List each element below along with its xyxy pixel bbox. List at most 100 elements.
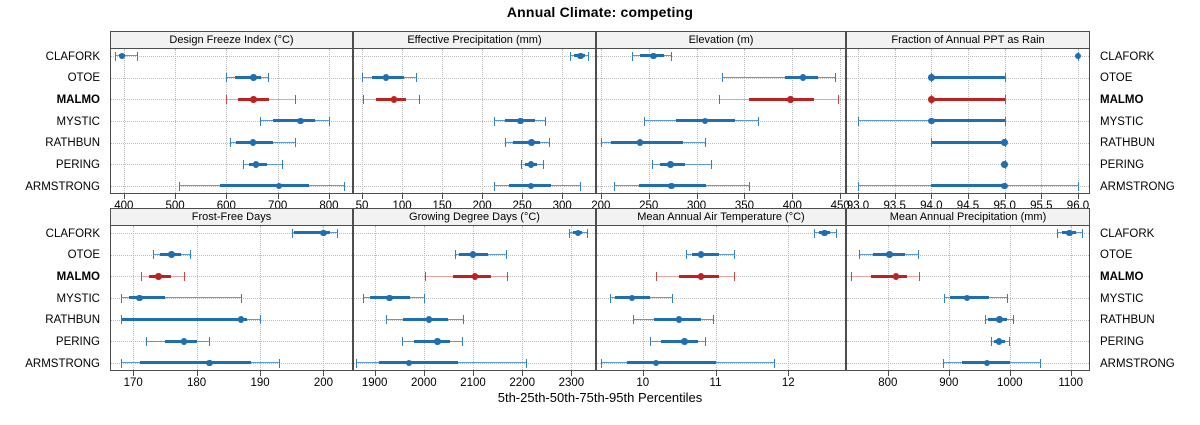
median-point-otoe[interactable] [886,251,893,258]
interval-p25-p75 [512,141,540,145]
site-label-clafork[interactable]: CLAFORK [45,227,100,240]
median-point-armstrong[interactable] [405,359,413,367]
site-label-mystic[interactable]: MYSTIC [56,115,100,128]
site-label-mystic[interactable]: MYSTIC [1100,292,1144,305]
median-point-armstrong[interactable] [206,359,213,367]
site-label-pering[interactable]: PERING [55,335,100,348]
site-label-malmo[interactable]: MALMO [56,270,100,283]
median-point-rathbun[interactable] [237,316,245,323]
median-point-armstrong[interactable] [983,359,991,367]
site-label-mystic[interactable]: MYSTIC [56,292,100,305]
median-point-mystic[interactable] [928,117,935,125]
axis-tick-label: 800 [878,377,898,389]
site-label-clafork[interactable]: CLAFORK [45,50,100,63]
whisker-cap-low [851,271,853,281]
site-label-armstrong[interactable]: ARMSTRONG [1100,180,1175,193]
median-point-clafork[interactable] [1074,52,1082,60]
median-point-clafork[interactable] [650,52,657,60]
median-point-otoe[interactable] [697,251,705,258]
median-point-rathbun[interactable] [1001,139,1008,146]
site-label-malmo[interactable]: MALMO [56,93,100,106]
whisker-cap-high [545,116,547,126]
whisker-cap-low [291,228,293,238]
median-point-otoe[interactable] [168,251,175,258]
site-label-otoe[interactable]: OTOE [67,72,100,85]
median-point-rathbun[interactable] [675,316,683,323]
median-point-mystic[interactable] [701,117,709,125]
median-point-clafork[interactable] [821,229,828,237]
site-label-rathbun[interactable]: RATHBUN [1100,314,1155,327]
median-point-malmo[interactable] [892,273,900,280]
median-point-clafork[interactable] [574,229,582,237]
median-point-otoe[interactable] [469,251,477,258]
median-point-otoe[interactable] [799,74,807,81]
median-point-pering[interactable] [252,161,260,168]
median-point-malmo[interactable] [471,273,479,280]
median-point-rathbun[interactable] [636,139,644,146]
axis-tick-label: 11 [709,377,722,389]
site-label-malmo[interactable]: MALMO [1100,270,1144,283]
median-point-armstrong[interactable] [1001,182,1008,190]
median-point-malmo[interactable] [250,96,257,103]
site-label-armstrong[interactable]: ARMSTRONG [1100,357,1175,370]
median-point-rathbun[interactable] [425,316,432,323]
median-point-armstrong[interactable] [275,182,283,190]
median-point-malmo[interactable] [787,96,794,103]
median-point-malmo[interactable] [928,96,935,103]
site-label-pering[interactable]: PERING [55,158,100,171]
median-point-otoe[interactable] [382,74,390,81]
median-point-clafork[interactable] [118,52,126,60]
whisker-cap-high [526,358,528,368]
site-label-armstrong[interactable]: ARMSTRONG [25,180,100,193]
median-point-armstrong[interactable] [652,359,660,367]
site-label-malmo[interactable]: MALMO [1100,93,1144,106]
median-point-pering[interactable] [681,338,688,345]
median-point-mystic[interactable] [517,117,524,125]
median-point-armstrong[interactable] [527,182,535,190]
site-label-armstrong[interactable]: ARMSTRONG [25,357,100,370]
interval-p25-p75 [931,119,1005,123]
median-point-pering[interactable] [667,161,674,168]
median-point-pering[interactable] [995,338,1003,345]
median-point-rathbun[interactable] [249,139,257,146]
site-label-clafork[interactable]: CLAFORK [1100,227,1155,240]
horizontal-gridline [111,298,352,299]
median-point-otoe[interactable] [250,74,257,81]
axis-tick [123,194,125,199]
median-point-mystic[interactable] [297,117,304,125]
site-label-pering[interactable]: PERING [1100,158,1145,171]
whisker-cap-high [416,73,418,83]
site-label-otoe[interactable]: OTOE [67,249,100,262]
median-point-mystic[interactable] [136,294,143,302]
median-point-rathbun[interactable] [996,316,1003,323]
median-point-pering[interactable] [527,161,535,168]
site-label-clafork[interactable]: CLAFORK [1100,50,1155,63]
site-label-mystic[interactable]: MYSTIC [1100,115,1144,128]
median-point-malmo[interactable] [390,96,398,103]
site-label-rathbun[interactable]: RATHBUN [45,314,100,327]
median-point-pering[interactable] [434,338,441,345]
median-point-malmo[interactable] [155,273,162,280]
median-point-rathbun[interactable] [528,139,535,146]
horizontal-gridline [597,164,845,166]
site-label-pering[interactable]: PERING [1100,335,1145,348]
median-point-malmo[interactable] [697,273,705,280]
site-label-otoe[interactable]: OTOE [1100,72,1133,85]
axis-tick [600,194,602,199]
site-label-rathbun[interactable]: RATHBUN [45,137,100,150]
interval-p25-p75 [220,184,310,188]
median-point-otoe[interactable] [928,74,935,81]
median-point-clafork[interactable] [577,52,584,60]
median-point-armstrong[interactable] [668,182,675,190]
axis-tick [277,194,279,199]
horizontal-gridline [111,56,352,57]
median-point-pering[interactable] [180,338,188,345]
median-point-mystic[interactable] [386,294,393,302]
site-label-otoe[interactable]: OTOE [1100,249,1133,262]
median-point-mystic[interactable] [963,294,971,302]
median-point-clafork[interactable] [320,229,327,237]
median-point-pering[interactable] [1001,161,1008,168]
median-point-clafork[interactable] [1066,229,1073,237]
site-label-rathbun[interactable]: RATHBUN [1100,137,1155,150]
median-point-mystic[interactable] [628,294,636,302]
